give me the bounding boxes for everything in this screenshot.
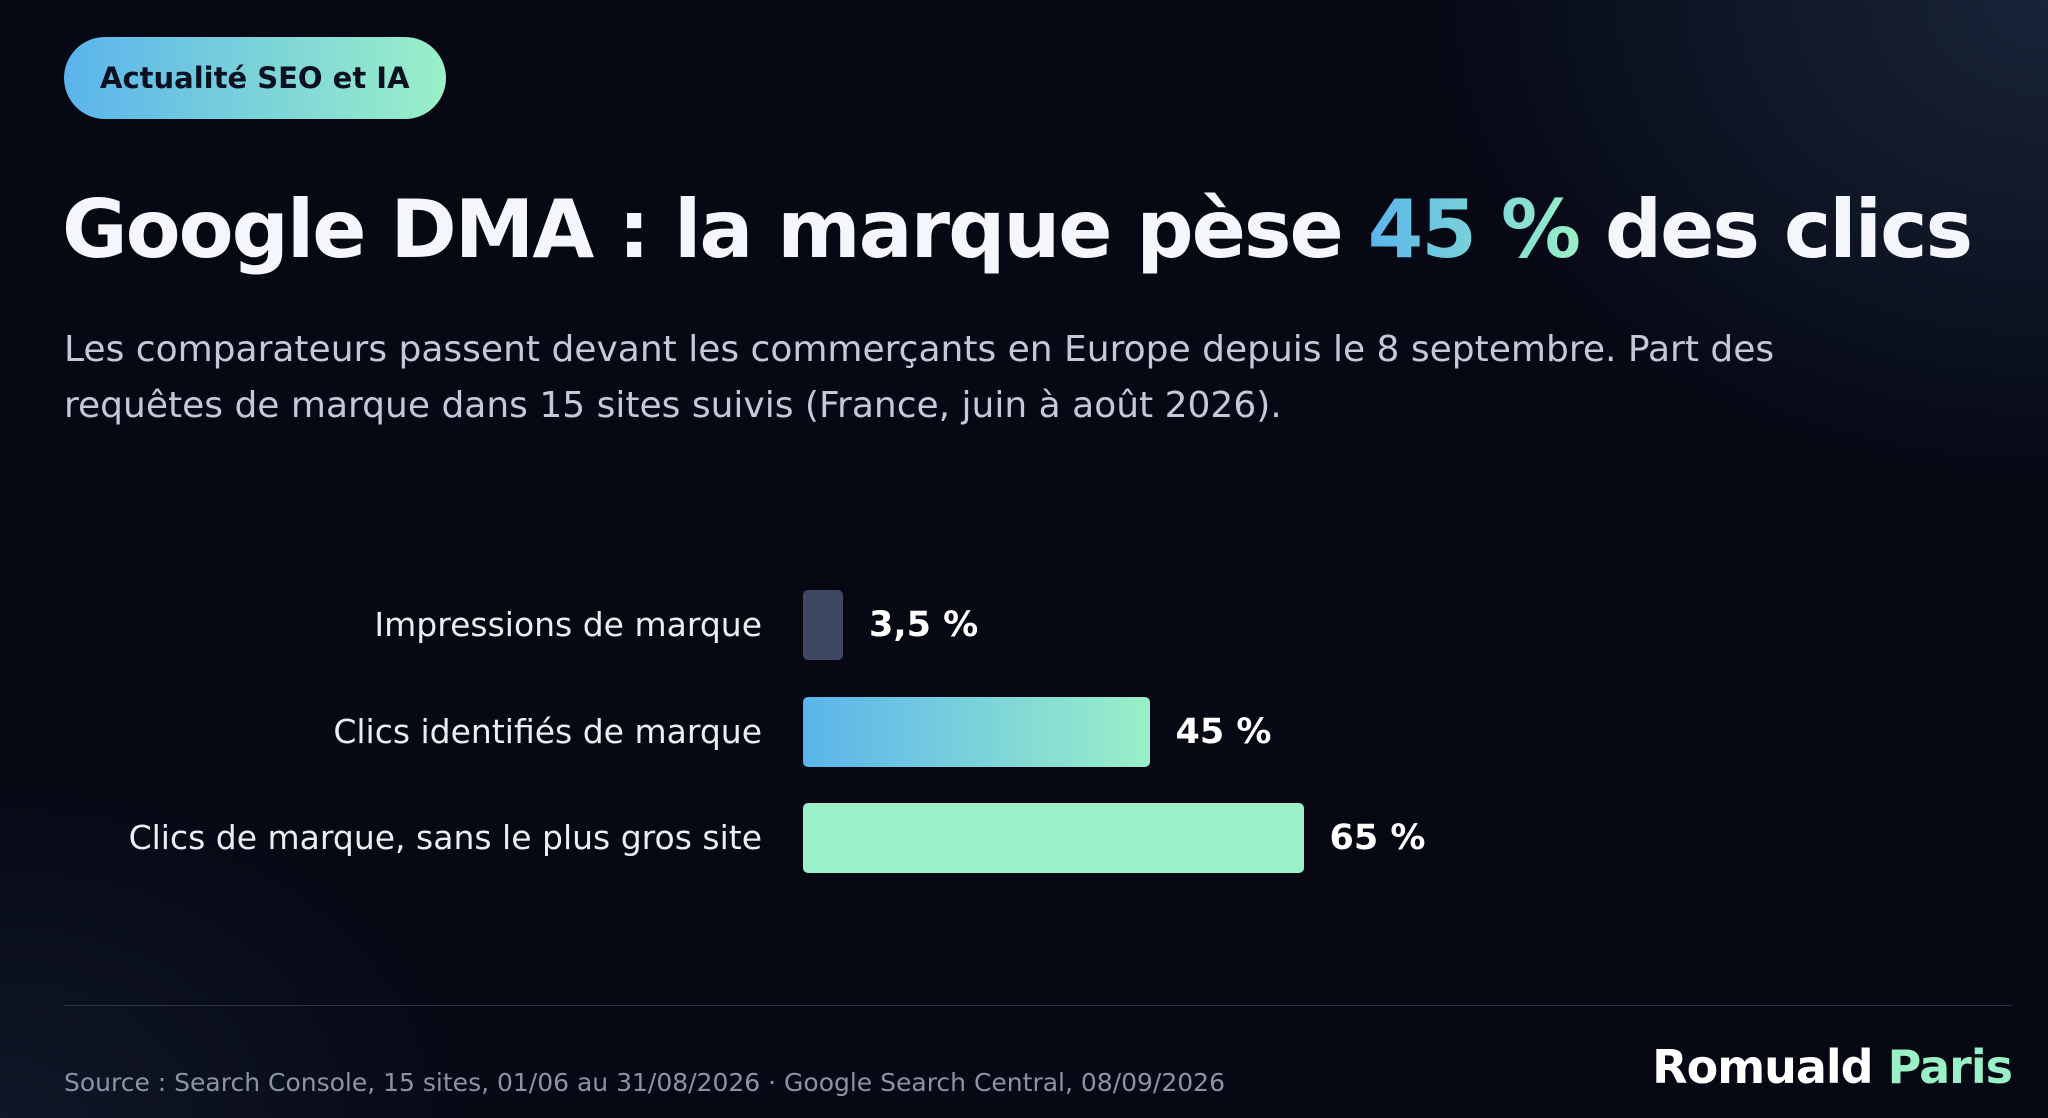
chart-subtitle: Les comparateurs passent devant les comm… <box>64 329 1775 426</box>
chart-title: Google DMA : la marque pèse 45 % des cli… <box>62 180 1973 280</box>
bar-row: Clics identifiés de marque 45 % <box>0 697 2048 767</box>
brand-logo: Romuald Paris <box>1652 1040 2013 1094</box>
source-note: Source : Search Console, 15 sites, 01/06… <box>64 1068 1225 1097</box>
bar-category-label: Clics de marque, sans le plus gros site <box>128 818 762 857</box>
bar <box>803 590 843 660</box>
title-highlight: 45 % <box>1367 183 1581 276</box>
bar-category-label: Clics identifiés de marque <box>333 712 762 751</box>
bar <box>803 803 1304 873</box>
bar-value-label: 65 % <box>1329 818 1426 858</box>
bar-value-label: 45 % <box>1175 712 1272 752</box>
bar-chart: Impressions de marque 3,5 % Clics identifi… <box>0 570 2048 900</box>
bar <box>803 697 1150 767</box>
brand-first-name: Romuald <box>1652 1040 1873 1094</box>
category-badge-label: Actualité SEO et IA <box>100 61 410 95</box>
bar-category-label: Impressions de marque <box>374 605 762 644</box>
bar-value-label: 3,5 % <box>869 605 979 645</box>
footer-divider <box>64 1005 2012 1006</box>
bar-row: Impressions de marque 3,5 % <box>0 590 2048 660</box>
brand-last-name: Paris <box>1887 1040 2013 1094</box>
title-text-before: Google DMA : la marque pèse <box>62 183 1368 276</box>
bar-row: Clics de marque, sans le plus gros site 6… <box>0 803 2048 873</box>
title-text-after: des clics <box>1578 183 1973 276</box>
category-badge: Actualité SEO et IA <box>64 37 446 119</box>
